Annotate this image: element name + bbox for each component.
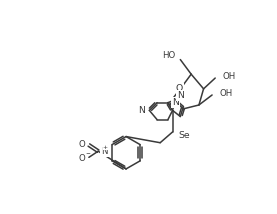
Text: Se: Se <box>179 131 190 140</box>
Text: OH: OH <box>220 89 233 98</box>
Text: O: O <box>78 154 85 163</box>
Text: N: N <box>138 106 145 115</box>
Text: N: N <box>101 147 108 156</box>
Text: O: O <box>176 83 183 92</box>
Text: +: + <box>103 145 108 150</box>
Text: OH: OH <box>223 72 236 81</box>
Text: O: O <box>78 140 85 149</box>
Text: −: − <box>86 150 91 155</box>
Text: N: N <box>172 98 179 107</box>
Text: HO: HO <box>162 51 176 60</box>
Text: N: N <box>177 91 184 100</box>
